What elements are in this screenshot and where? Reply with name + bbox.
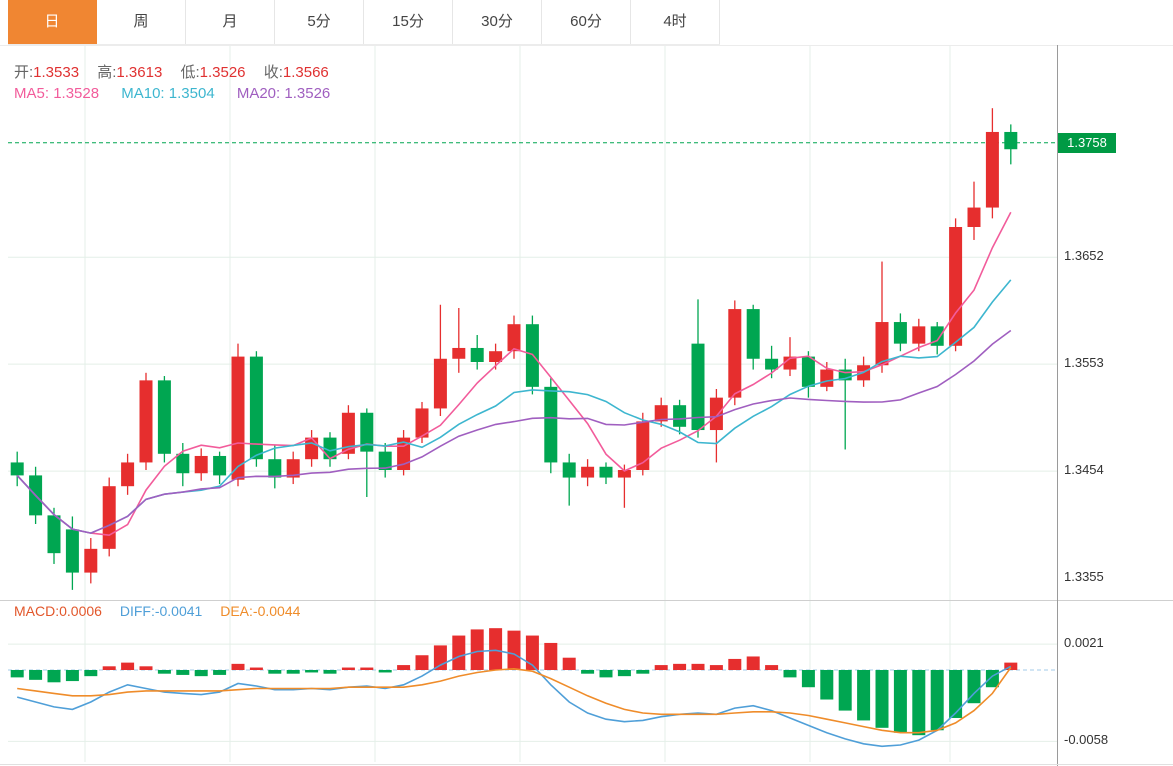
macd-tick: 0.0021 — [1064, 635, 1104, 650]
high-label: 高: — [97, 64, 117, 81]
price-tick: 1.3553 — [1064, 355, 1104, 370]
timeframe-tab-bar: 日 周 月 5分 15分 30分 60分 4时 — [8, 0, 720, 45]
close-label: 收: — [263, 64, 283, 81]
macd-value: MACD:0.0006 — [14, 603, 102, 619]
macd-readout: MACD:0.0006 DIFF:-0.0041 DEA:-0.0044 — [14, 603, 300, 619]
last-price-badge: 1.3758 — [1058, 133, 1116, 153]
price-tick: 1.3652 — [1064, 248, 1104, 263]
tab-month[interactable]: 月 — [186, 0, 275, 44]
open-value: 1.3533 — [33, 64, 80, 81]
high-value: 1.3613 — [116, 64, 163, 81]
ma-readout: MA5: 1.3528 MA10: 1.3504 MA20: 1.3526 — [14, 85, 330, 102]
tab-30min[interactable]: 30分 — [453, 0, 542, 44]
diff-value: DIFF:-0.0041 — [119, 603, 203, 619]
price-tick: 1.3454 — [1064, 462, 1104, 477]
low-label: 低: — [180, 64, 200, 81]
ma10-readout: MA10: 1.3504 — [121, 85, 215, 102]
ohlc-readout: 开:1.3533 高:1.3613 低:1.3526 收:1.3566 — [14, 61, 343, 82]
close-value: 1.3566 — [282, 64, 329, 81]
ma5-readout: MA5: 1.3528 — [14, 85, 100, 102]
tab-15min[interactable]: 15分 — [364, 0, 453, 44]
tab-5min[interactable]: 5分 — [275, 0, 364, 44]
ma20-readout: MA20: 1.3526 — [236, 85, 331, 102]
tab-60min[interactable]: 60分 — [542, 0, 631, 44]
macd-tick: -0.0058 — [1064, 732, 1109, 747]
tab-day[interactable]: 日 — [8, 0, 97, 44]
open-label: 开: — [14, 64, 34, 81]
low-value: 1.3526 — [199, 64, 246, 81]
price-tick: 1.3355 — [1064, 569, 1104, 584]
dea-value: DEA:-0.0044 — [220, 603, 301, 619]
tab-4hour[interactable]: 4时 — [631, 0, 720, 44]
tab-week[interactable]: 周 — [97, 0, 186, 44]
